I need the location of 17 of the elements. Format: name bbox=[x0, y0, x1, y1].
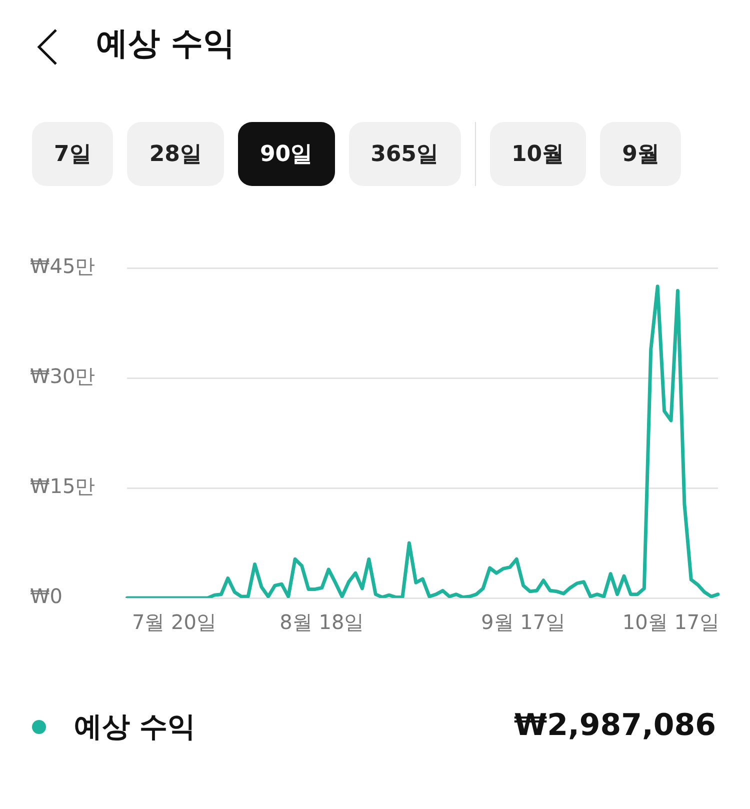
x-tick-label: 9월 17일 bbox=[481, 610, 566, 634]
x-tick-label: 7월 20일 bbox=[132, 610, 216, 634]
text: ₩2,987,086 bbox=[514, 708, 716, 743]
y-tick-label: ₩30만 bbox=[30, 364, 96, 388]
text: 10월 bbox=[490, 122, 586, 186]
text: 7일 bbox=[32, 122, 114, 186]
text: 90일 bbox=[238, 122, 335, 186]
text: 365일 bbox=[348, 122, 460, 186]
x-tick-label: 8월 18일 bbox=[280, 610, 364, 634]
text: 28일 bbox=[127, 122, 224, 186]
text: 9월 bbox=[600, 122, 682, 186]
x-tick-label: 10월 17일 bbox=[622, 610, 720, 634]
chart-title: 예상 수익 bbox=[96, 23, 236, 64]
legend-label: 예상 수익 bbox=[74, 709, 196, 745]
y-tick-label: ₩0 bbox=[30, 584, 62, 608]
y-tick-label: ₩15만 bbox=[30, 474, 96, 498]
y-tick-label: ₩45만 bbox=[30, 254, 96, 278]
